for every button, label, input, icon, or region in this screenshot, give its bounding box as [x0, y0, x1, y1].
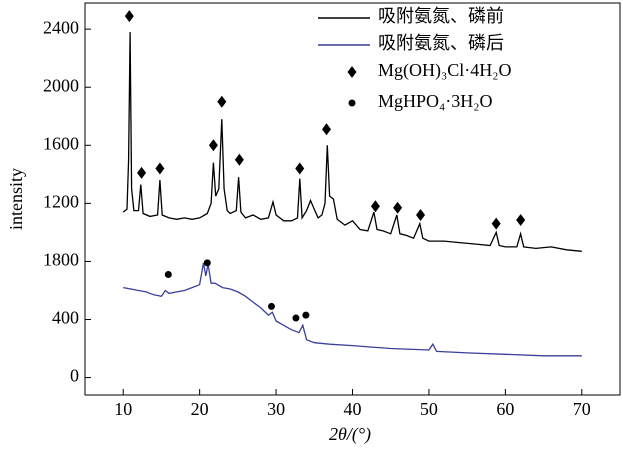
- x-axis-label: 2θ/(°): [329, 424, 371, 445]
- diamond-marker: [217, 95, 227, 108]
- diamond-marker: [370, 200, 380, 213]
- x-tick-label: 10: [114, 399, 132, 419]
- series-line: [123, 262, 582, 357]
- diamond-marker: [137, 166, 147, 179]
- y-tick-label: 1200: [43, 191, 79, 211]
- x-tick-label: 30: [267, 399, 285, 419]
- diamond-marker: [155, 162, 165, 175]
- diamond-marker: [124, 10, 134, 23]
- x-tick-label: 40: [344, 399, 362, 419]
- diamond-marker: [491, 217, 501, 230]
- diamond-marker: [416, 208, 426, 221]
- diamond-marker: [322, 123, 332, 136]
- x-tick-label: 20: [191, 399, 209, 419]
- x-tick-label: 70: [573, 399, 591, 419]
- diamond-marker: [234, 153, 244, 166]
- legend-label: MgHPO₄·3H₂O: [378, 91, 493, 111]
- legend-label: Mg(OH)₃Cl·4H₂O: [378, 60, 512, 81]
- legend-label: 吸附氨氮、磷前: [378, 6, 504, 26]
- y-tick-label: 400: [52, 308, 79, 328]
- legend-label: 吸附氨氮、磷后: [378, 33, 504, 53]
- diamond-marker: [208, 139, 218, 152]
- circle-marker: [348, 99, 356, 107]
- diamond-marker: [516, 214, 526, 227]
- circle-marker: [203, 259, 211, 267]
- x-tick-label: 60: [496, 399, 514, 419]
- circle-marker: [292, 314, 300, 322]
- circle-marker: [164, 270, 172, 278]
- plot-frame: [84, 2, 621, 396]
- circle-marker: [302, 311, 310, 319]
- y-tick-label: 0: [70, 366, 79, 386]
- y-tick-label: 1600: [43, 133, 79, 153]
- y-tick-label: 2000: [43, 75, 79, 95]
- diamond-marker: [295, 162, 305, 175]
- diamond-marker: [393, 201, 403, 214]
- diamond-marker: [347, 66, 357, 78]
- x-tick-label: 50: [420, 399, 438, 419]
- y-axis-label: intensity: [6, 168, 26, 230]
- series-line: [122, 31, 582, 252]
- circle-marker: [267, 302, 275, 310]
- y-tick-label: 1800: [43, 250, 79, 270]
- y-tick-label: 2400: [43, 17, 79, 37]
